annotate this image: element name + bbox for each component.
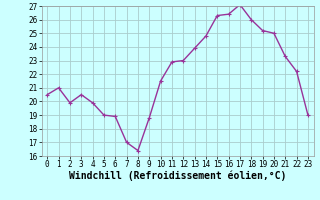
X-axis label: Windchill (Refroidissement éolien,°C): Windchill (Refroidissement éolien,°C) bbox=[69, 171, 286, 181]
